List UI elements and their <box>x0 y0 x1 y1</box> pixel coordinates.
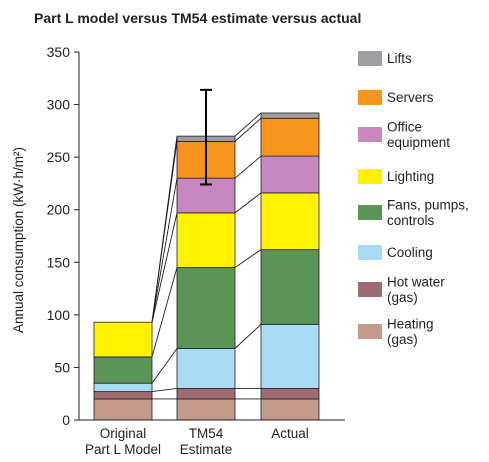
connector-line <box>234 323 262 349</box>
error-bar-group <box>200 88 212 186</box>
connector-line <box>151 212 178 323</box>
connector-line <box>234 192 262 214</box>
axes-group: 0 50 100 150 200 250 300 350 Annual consumption … <box>11 44 345 457</box>
connector-line <box>234 155 262 179</box>
bar-segment-hot-water-gas-0 <box>93 391 153 400</box>
legend-swatch-4 <box>358 205 382 220</box>
y-tick-label-150: 150 <box>47 254 71 270</box>
bar-segment-heating-gas-0 <box>93 398 153 421</box>
legend-label-1-0: Servers <box>387 90 434 105</box>
bar-segment-cooling-1 <box>176 348 236 389</box>
y-tick-label-250: 250 <box>47 149 71 165</box>
category-label-0-1: Part L Model <box>85 442 161 457</box>
connector-line <box>151 267 178 358</box>
y-tick-label-350: 350 <box>47 44 71 60</box>
connector-line <box>151 388 178 393</box>
legend-swatch-7 <box>358 324 382 339</box>
y-tick-label-300: 300 <box>47 97 71 113</box>
connector-line <box>234 112 262 137</box>
legend-label-3-0: Lighting <box>387 169 434 184</box>
legend-swatch-0 <box>358 51 382 66</box>
y-axis-label: Annual consumption (kW·h/m²) <box>11 147 26 333</box>
bar-segment-lighting-2 <box>260 192 320 251</box>
bar-segment-heating-gas-1 <box>176 398 236 421</box>
legend-label-7-0: Heating <box>387 316 434 331</box>
legend-swatch-1 <box>358 90 382 105</box>
bar-segment-heating-gas-2 <box>260 398 320 421</box>
connector-line <box>234 249 262 268</box>
legend-label-4-1: controls <box>387 213 435 228</box>
y-tick-label-50: 50 <box>54 359 70 375</box>
legend-label-7-1: (gas) <box>387 332 418 347</box>
category-label-1-0: TM54 <box>189 426 224 441</box>
bar-segment-office-equipment-2 <box>260 155 320 194</box>
y-tick-label-0: 0 <box>62 412 70 428</box>
connector-line <box>151 136 178 323</box>
legend-label-2-0: Office <box>387 119 422 134</box>
legend-swatch-6 <box>358 282 382 297</box>
connector-line <box>151 348 178 384</box>
legend-swatch-2 <box>358 127 382 142</box>
category-label-0-0: Original <box>100 426 147 441</box>
bar-segment-fans-pumps-controls-1 <box>176 267 236 349</box>
bar-segment-lighting-1 <box>176 212 236 268</box>
bar-segment-servers-2 <box>260 117 320 157</box>
y-tick-label-200: 200 <box>47 202 71 218</box>
bar-segment-fans-pumps-controls-2 <box>260 249 320 325</box>
bar-segment-hot-water-gas-1 <box>176 388 236 400</box>
bar-segment-cooling-2 <box>260 323 320 389</box>
bar-segment-lighting-0 <box>93 321 153 358</box>
legend-swatch-3 <box>358 169 382 184</box>
connector-line <box>151 178 178 323</box>
legend-label-2-1: equipment <box>387 135 450 150</box>
category-label-2-0: Actual <box>271 426 309 441</box>
category-label-1-1: Estimate <box>180 442 233 457</box>
legend-label-6-0: Hot water <box>387 274 445 289</box>
chart-title: Part L model versus TM54 estimate versus… <box>34 10 362 26</box>
bar-segment-fans-pumps-controls-0 <box>93 356 153 384</box>
connector-line <box>234 117 262 142</box>
bar-segment-cooling-0 <box>93 382 153 393</box>
legend-label-4-0: Fans, pumps, <box>387 197 469 212</box>
legend-swatch-5 <box>358 245 382 260</box>
bar-segment-hot-water-gas-2 <box>260 388 320 400</box>
legend-label-6-1: (gas) <box>387 290 418 305</box>
bar-segment-lifts-2 <box>260 112 320 119</box>
legend-label-5-0: Cooling <box>387 245 433 260</box>
legend-label-0-0: Lifts <box>387 51 412 66</box>
bars-group <box>93 112 320 421</box>
y-tick-label-100: 100 <box>47 307 71 323</box>
